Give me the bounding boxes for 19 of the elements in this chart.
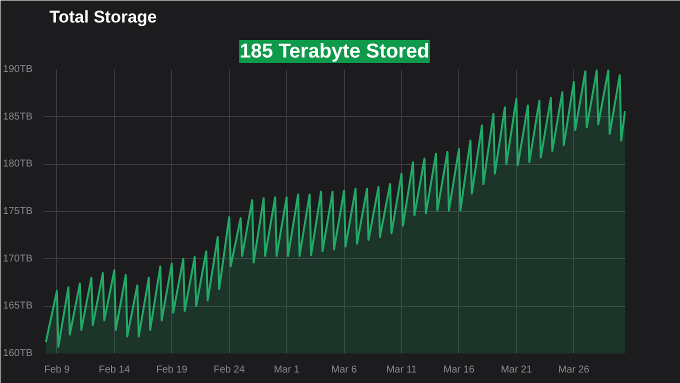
x-tick-label: Feb 24 (214, 364, 246, 376)
y-tick-label: 185TB (3, 111, 33, 122)
x-tick-label: Mar 21 (500, 364, 532, 376)
y-tick-label: 175TB (3, 206, 33, 217)
y-tick-label: 160TB (3, 348, 33, 359)
y-tick-label: 170TB (3, 253, 33, 264)
x-tick-label: Mar 1 (274, 364, 300, 376)
x-tick-label: Mar 6 (331, 364, 358, 376)
x-tick-label: Feb 14 (98, 364, 130, 376)
y-tick-label: 190TB (3, 64, 33, 75)
x-tick-label: Mar 26 (558, 364, 590, 376)
x-tick-label: Feb 19 (156, 364, 188, 376)
x-tick-label: Feb 9 (44, 364, 70, 376)
y-tick-label: 180TB (3, 158, 33, 170)
chart-title: 185 Terabyte Stored (240, 40, 430, 62)
chart-subtitle: Total Storage (50, 8, 157, 26)
x-tick-label: Mar 16 (443, 364, 475, 376)
x-tick-label: Mar 11 (386, 364, 418, 376)
y-tick-label: 165TB (3, 300, 33, 312)
